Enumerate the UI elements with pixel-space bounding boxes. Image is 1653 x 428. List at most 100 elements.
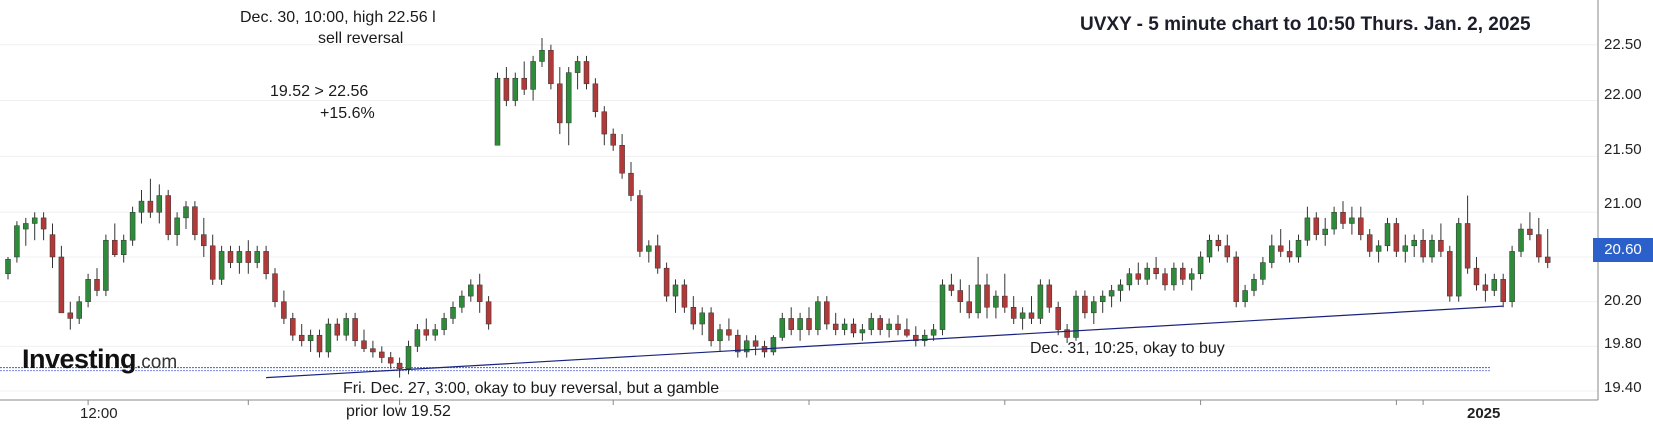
candle-body bbox=[521, 77, 527, 90]
candle-body bbox=[699, 312, 705, 325]
candle-body bbox=[1188, 273, 1195, 280]
candle-body bbox=[1206, 239, 1213, 258]
candle-body bbox=[1046, 284, 1053, 308]
candle-body bbox=[913, 334, 919, 342]
candle-body bbox=[76, 301, 82, 319]
candle-body bbox=[1340, 212, 1346, 224]
y-tick-label: 19.40 bbox=[1604, 379, 1642, 396]
candle-body bbox=[1269, 245, 1275, 263]
candle-body bbox=[1518, 228, 1524, 252]
candle-body bbox=[939, 284, 946, 330]
candle-body bbox=[1099, 295, 1106, 302]
candle-body bbox=[174, 217, 180, 235]
y-tick-label: 22.00 bbox=[1604, 86, 1642, 103]
candle-body bbox=[432, 329, 438, 336]
candle-body bbox=[850, 323, 857, 334]
candle-body bbox=[1215, 239, 1222, 247]
candle-body bbox=[672, 284, 679, 297]
candle-body bbox=[788, 318, 794, 330]
candle-body bbox=[1242, 290, 1248, 302]
trendline bbox=[266, 305, 1504, 379]
candle-body bbox=[592, 83, 599, 112]
candle-body bbox=[370, 348, 376, 353]
candle-body bbox=[1144, 267, 1150, 280]
candle-body bbox=[832, 323, 839, 330]
candle-body bbox=[752, 340, 759, 347]
current-price-badge: 20.60 bbox=[1593, 238, 1653, 262]
candle-body bbox=[245, 251, 252, 263]
candle-body bbox=[396, 362, 403, 369]
candle-body bbox=[1509, 251, 1515, 302]
candle-body bbox=[147, 200, 154, 213]
annotation-okay-to-buy: Dec. 31, 10:25, okay to buy bbox=[1030, 340, 1225, 357]
candle-body bbox=[1375, 245, 1382, 252]
candle-body bbox=[539, 50, 545, 62]
candle-body bbox=[1153, 267, 1159, 274]
candle-body bbox=[726, 329, 732, 336]
candle-body bbox=[779, 318, 786, 338]
candle-body bbox=[1455, 223, 1462, 297]
candle-body bbox=[31, 217, 38, 224]
candle-body bbox=[405, 346, 412, 369]
candle-body bbox=[1117, 284, 1124, 291]
candle-body bbox=[1037, 284, 1044, 319]
candle-body bbox=[1411, 239, 1417, 247]
candle-body bbox=[806, 318, 812, 330]
candle-body bbox=[218, 251, 225, 280]
candle-body bbox=[815, 301, 821, 330]
candle-body bbox=[530, 61, 536, 90]
candle-body bbox=[103, 239, 109, 291]
candle-body bbox=[824, 301, 830, 325]
candle-body bbox=[1313, 217, 1320, 235]
candle-body bbox=[877, 318, 883, 330]
candle-body bbox=[138, 200, 145, 213]
annotation-percent: +15.6% bbox=[320, 105, 375, 122]
candle-body bbox=[619, 145, 625, 174]
candle-body bbox=[361, 340, 367, 349]
candle-body bbox=[1322, 228, 1328, 235]
chart-title: UVXY - 5 minute chart to 10:50 Thurs. Ja… bbox=[1080, 14, 1531, 35]
candle-body bbox=[1251, 279, 1257, 291]
candle-body bbox=[646, 245, 652, 252]
candle-body bbox=[1171, 267, 1177, 286]
candle-body bbox=[1331, 212, 1337, 230]
candle-body bbox=[352, 318, 358, 342]
candle-body bbox=[557, 83, 563, 124]
candle-body bbox=[548, 50, 554, 85]
candle-body bbox=[663, 267, 670, 297]
candle-body bbox=[1304, 217, 1311, 241]
candle-body bbox=[904, 329, 910, 336]
annotation-prior-low: prior low 19.52 bbox=[346, 403, 451, 420]
candle-body bbox=[49, 234, 56, 258]
candle-body bbox=[120, 239, 127, 255]
candle-body bbox=[1402, 245, 1409, 252]
candle-body bbox=[1482, 284, 1489, 291]
candle-body bbox=[770, 337, 777, 353]
candle-body bbox=[503, 77, 510, 101]
candle-body bbox=[1082, 295, 1088, 314]
candle-body bbox=[272, 273, 278, 302]
candle-body bbox=[379, 351, 385, 358]
candle-body bbox=[512, 77, 519, 101]
y-tick-label: 20.20 bbox=[1604, 292, 1642, 309]
candle-body bbox=[343, 318, 349, 336]
candle-body bbox=[708, 312, 714, 342]
candle-body bbox=[441, 318, 447, 330]
candle-body bbox=[468, 284, 474, 297]
candle-body bbox=[610, 133, 616, 146]
candle-body bbox=[1019, 312, 1026, 319]
candle-body bbox=[1260, 262, 1266, 280]
candle-body bbox=[1420, 239, 1426, 258]
candle-body bbox=[263, 251, 269, 274]
candle-body bbox=[485, 301, 492, 325]
candle-body bbox=[459, 295, 465, 308]
candle-body bbox=[209, 245, 216, 280]
candle-body bbox=[601, 111, 608, 135]
candle-body bbox=[307, 334, 314, 342]
candle-body bbox=[717, 329, 723, 342]
candle-body bbox=[681, 284, 688, 308]
candle-body bbox=[129, 212, 136, 241]
candle-body bbox=[654, 245, 661, 269]
candle-body bbox=[1233, 256, 1239, 302]
candle-body bbox=[192, 206, 198, 235]
